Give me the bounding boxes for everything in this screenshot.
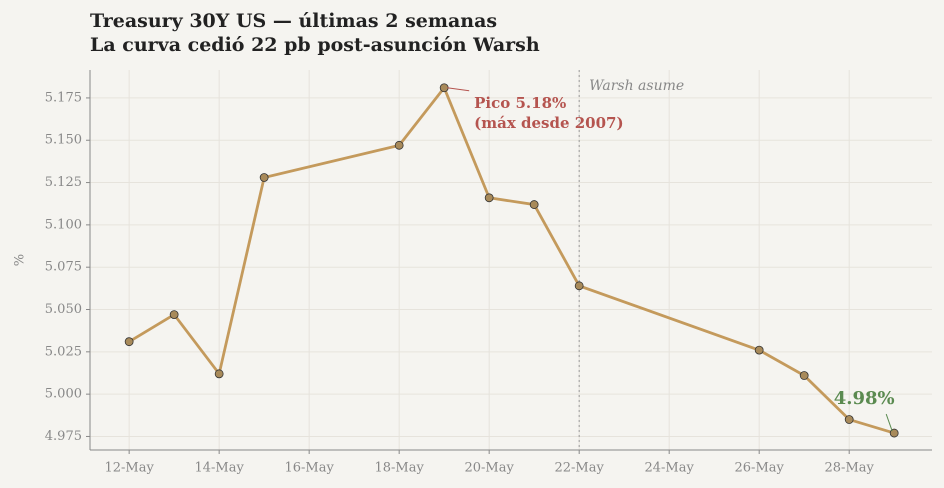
x-tick-label: 24-May [645,461,695,476]
marker [394,140,404,150]
marker [259,173,269,182]
marker [529,200,539,209]
marker [169,310,179,319]
y-tick-label: 4.975 [45,429,82,444]
x-tick-label: 14-May [194,461,244,476]
y-tick-label: 5.175 [45,90,82,105]
y-tick-label: 5.100 [45,217,82,232]
x-tick-label: 22-May [555,461,605,476]
x-tick-label: 16-May [284,461,334,476]
marker [439,83,449,93]
event-label: Warsh asume [589,78,684,94]
marker [574,281,584,291]
x-tick-label: 12-May [104,461,154,476]
y-axis-label: % [13,254,28,266]
y-tick-label: 5.000 [45,387,82,402]
y-tick-label: 5.075 [45,260,82,275]
marker [484,193,494,203]
annotation-arrow [447,87,470,92]
chart-subtitle: La curva cedió 22 pb post-asunción Warsh [90,34,540,56]
annotation-arrow [885,413,893,432]
marker [124,337,134,347]
x-tick-label: 28-May [825,461,875,476]
y-tick-label: 5.050 [45,302,82,317]
y-tick-label: 5.150 [45,133,82,148]
annotation: 4.98% [834,388,895,409]
marker [799,371,809,380]
annotation: Pico 5.18% [474,94,566,112]
marker [754,345,764,355]
annotation: (máx desde 2007) [474,114,623,132]
marker [214,369,224,379]
x-tick-label: 18-May [374,461,424,476]
y-tick-label: 5.125 [45,175,82,190]
x-tick-label: 26-May [735,461,785,476]
x-tick-label: 20-May [465,461,515,476]
marker [844,415,854,424]
chart-title: Treasury 30Y US — últimas 2 semanas [90,10,497,32]
y-tick-label: 5.025 [45,344,82,359]
